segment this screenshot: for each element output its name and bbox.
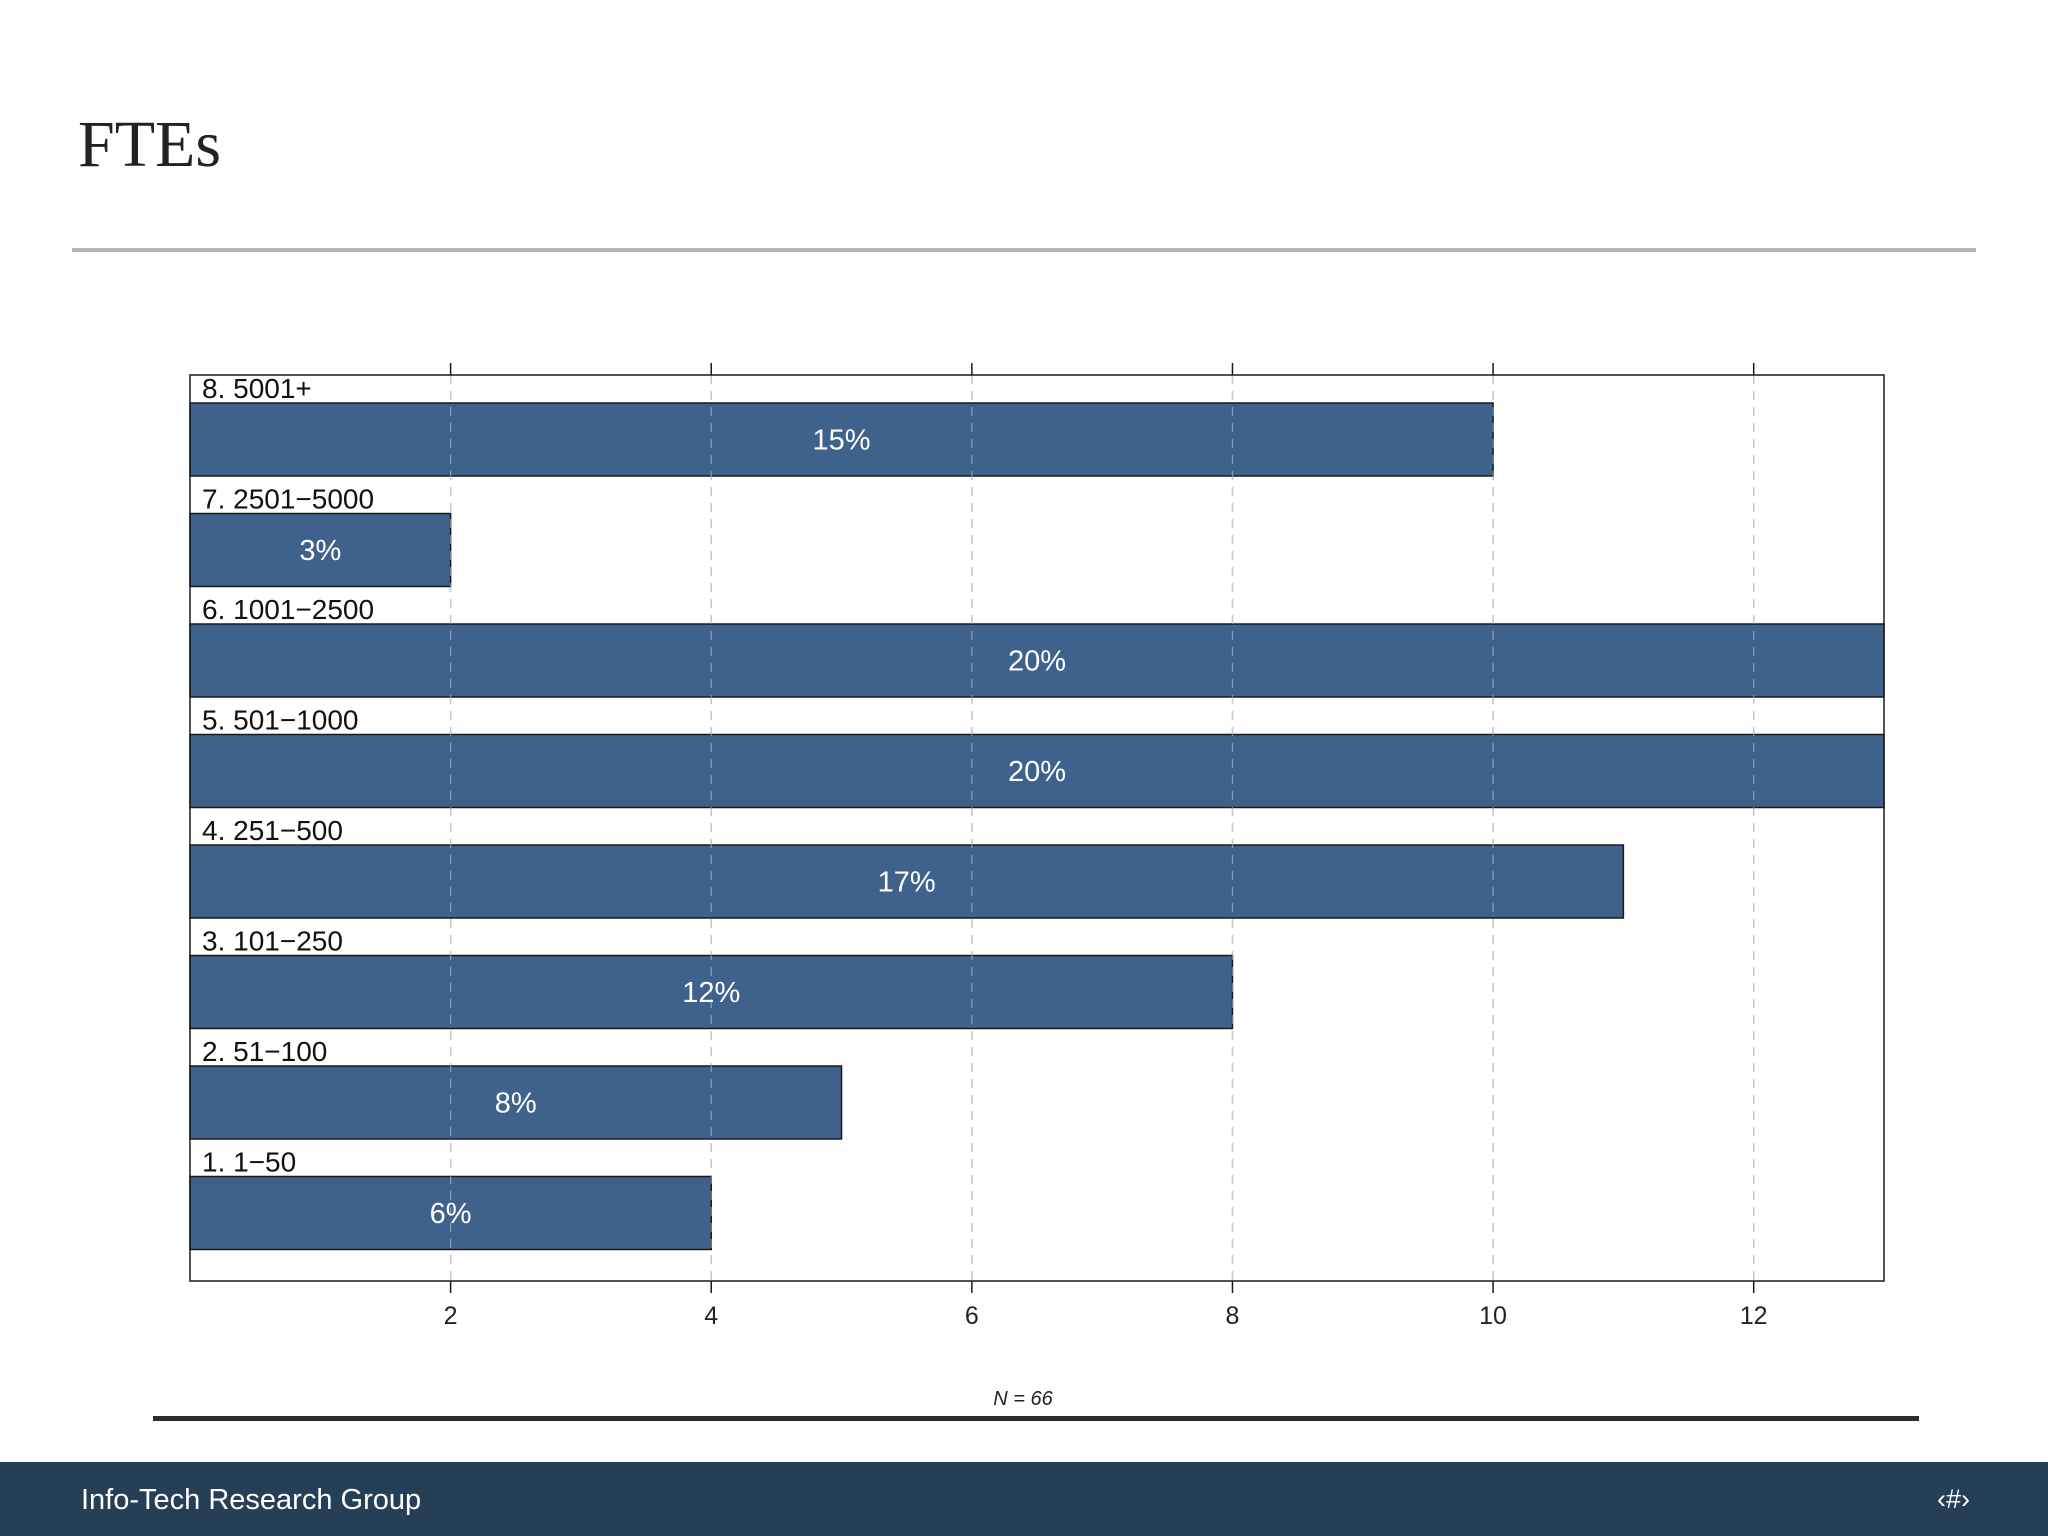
grid-lines-overlay [450,375,1755,1281]
bar [189,512,452,588]
data-label: 6% [430,1198,472,1230]
data-label: 20% [1008,756,1066,788]
category-label: 5. 501−1000 [202,705,359,736]
bar [189,844,1625,919]
page-number: ‹#› [1937,1484,1970,1514]
footer-brand: Info-Tech Research Group [81,1484,422,1516]
data-label: 12% [682,977,740,1009]
data-label: 20% [1008,646,1066,678]
category-label: 4. 251−500 [202,815,343,846]
data-label: 8% [495,1088,537,1120]
category-label: 2. 51−100 [202,1036,327,1067]
fte-bar-chart: 8. 5001+ 7. 2501−5000 6. 1001−2500 5. 501−1… [189,363,1885,1410]
data-label: 17% [878,867,936,899]
bottom-divider [153,1416,1919,1421]
category-label: 7. 2501−5000 [202,484,374,515]
bar [189,623,1885,698]
bar [189,733,1885,809]
footer-bar: Info-Tech Research Group ‹#› [0,1462,2048,1536]
x-axis: 2 4 6 8 10 12 [444,363,1768,1330]
x-tick-label: 2 [444,1302,458,1330]
x-tick-label: 6 [965,1302,979,1330]
bars [189,402,1885,1251]
category-labels: 8. 5001+ 7. 2501−5000 6. 1001−2500 5. 501−1… [202,373,374,1178]
category-label: 3. 101−250 [202,926,343,957]
category-label: 6. 1001−2500 [202,594,374,625]
plot-frame [189,374,1885,1282]
title-divider [72,248,1976,252]
category-label: 1. 1−50 [202,1147,296,1178]
sample-size-annotation: N = 66 [993,1388,1053,1410]
data-labels: 15% 3% 20% 20% 17% 12% 8% 6% [299,425,1066,1231]
slide-title: FTEs [78,108,222,181]
data-label: 15% [813,425,871,457]
grid-lines [449,375,1755,1281]
x-tick-label: 8 [1226,1302,1240,1330]
category-label: 8. 5001+ [202,373,312,404]
x-tick-label: 12 [1740,1302,1768,1330]
bar [189,1065,843,1140]
x-tick-label: 4 [704,1302,718,1330]
data-label: 3% [299,535,341,567]
x-tick-label: 10 [1479,1302,1507,1330]
